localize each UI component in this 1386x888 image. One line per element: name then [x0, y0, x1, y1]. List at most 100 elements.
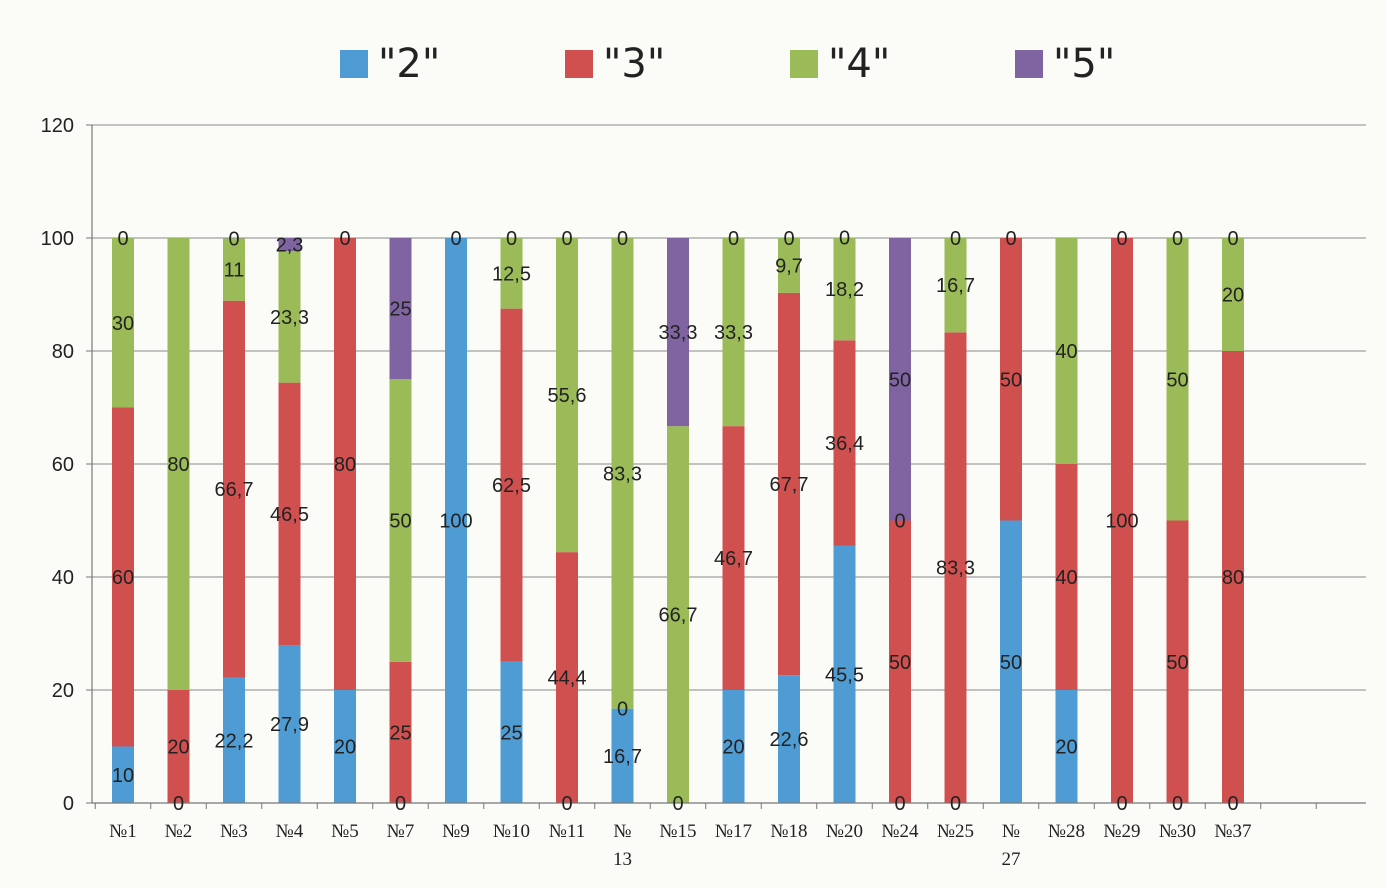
data-label: 16,7	[603, 746, 642, 768]
bar-segment-series2-№37	[1222, 351, 1244, 803]
bar-segment-series3-№37	[1222, 238, 1244, 351]
bar-segment-series2-№17	[722, 426, 745, 690]
bar-segment-series1-№5	[334, 690, 356, 803]
bar-segment-series2-№18	[778, 292, 800, 676]
legend-swatch	[565, 50, 593, 78]
bars	[112, 237, 1244, 803]
data-label: 50	[1166, 652, 1188, 674]
data-label: 0	[1227, 793, 1238, 815]
data-label: 0	[1227, 228, 1238, 250]
data-label: 62,5	[492, 475, 531, 497]
bar-segment-series2-№1	[112, 407, 134, 747]
x-tick-label: №30	[1159, 821, 1196, 842]
data-label: 0	[728, 228, 739, 250]
data-label: 20	[1222, 285, 1244, 307]
x-tick-label: №	[1002, 821, 1020, 842]
data-label: 0	[228, 229, 239, 251]
data-label: 20	[167, 737, 189, 759]
data-label: 33,3	[714, 322, 753, 344]
data-label: 0	[839, 227, 850, 249]
bar-segment-series2-№28	[1055, 464, 1078, 690]
bar-segment-series1-№20	[833, 545, 856, 803]
x-tick-label: №2	[165, 821, 193, 842]
data-label: 0	[395, 793, 406, 815]
data-label: 0	[672, 793, 683, 815]
data-label: 83,3	[603, 463, 642, 485]
x-tick-label: №10	[493, 821, 530, 842]
data-label: 67,7	[770, 474, 809, 496]
bar-segment-series2-№7	[389, 661, 412, 803]
bar-segment-series2-№24	[889, 520, 911, 803]
data-label: 25	[500, 722, 522, 744]
data-label: 0	[783, 228, 794, 250]
y-tick-label: 20	[52, 680, 74, 702]
bar-segment-series2-№20	[833, 340, 856, 546]
data-label: 27,9	[270, 714, 309, 736]
data-label: 0	[617, 228, 628, 250]
bar-segment-series1-№9	[445, 238, 467, 803]
data-label: 80	[167, 454, 189, 476]
bar-segment-series3-№2	[167, 238, 190, 690]
x-tick-label: №15	[659, 821, 696, 842]
legend-label: "2"	[378, 41, 441, 87]
y-tick-label: 60	[52, 454, 74, 476]
data-label: 0	[450, 228, 461, 250]
data-label: 40	[1055, 567, 1077, 589]
data-label: 100	[439, 511, 472, 533]
data-label: 0	[1172, 793, 1183, 815]
bar-segment-series1-№18	[778, 675, 800, 803]
chart-legend: "2" "3" "4" "5"	[0, 40, 1386, 90]
legend-item: "3"	[565, 40, 665, 88]
data-label: 80	[1222, 567, 1244, 589]
bar-segment-series3-№15	[667, 426, 689, 803]
data-label: 50	[889, 652, 911, 674]
bar-segment-series2-№25	[944, 332, 967, 803]
legend-swatch	[340, 50, 368, 78]
legend-swatch	[790, 50, 818, 78]
bar-segment-series4-№7	[389, 238, 412, 380]
data-label: 30	[112, 313, 134, 335]
data-label: 11	[224, 260, 245, 282]
data-label: 0	[506, 228, 517, 250]
legend-swatch	[1015, 50, 1043, 78]
data-label: 25	[389, 299, 411, 321]
data-label: 50	[389, 511, 411, 533]
data-label: 0	[1005, 228, 1016, 250]
x-tick-label: №25	[937, 821, 974, 842]
data-label: 80	[334, 454, 356, 476]
data-label: 55,6	[548, 385, 587, 407]
legend-label: "5"	[1053, 41, 1116, 87]
data-label: 0	[894, 511, 905, 533]
data-label: 10	[112, 765, 134, 787]
data-label: 0	[617, 699, 628, 721]
data-label: 0	[1172, 228, 1183, 250]
bar-segment-series3-№1	[112, 238, 134, 408]
data-label: 50	[1000, 369, 1022, 391]
bar-segment-series2-№4	[278, 382, 301, 646]
data-label: 44,4	[548, 668, 587, 690]
x-tick-label: №	[613, 821, 631, 842]
bar-segment-series1-№17	[722, 690, 745, 803]
y-tick-label: 100	[41, 228, 74, 250]
bar-segment-series3-№20	[833, 237, 856, 341]
x-tick-label: 13	[613, 849, 632, 870]
bar-segment-series4-№4	[278, 238, 301, 251]
data-label: 22,6	[770, 729, 809, 751]
bar-segment-series2-№27	[1000, 238, 1022, 521]
data-label: 9,7	[775, 255, 803, 277]
data-label: 0	[1116, 793, 1127, 815]
data-label: 66,7	[659, 605, 698, 627]
x-tick-label: №5	[331, 821, 359, 842]
data-label: 46,7	[714, 548, 753, 570]
data-label: 16,7	[936, 275, 975, 297]
data-label: 0	[561, 793, 572, 815]
bar-segment-series2-№2	[167, 690, 190, 803]
data-label: 0	[117, 228, 128, 250]
data-label: 25	[389, 722, 411, 744]
data-label: 20	[722, 737, 744, 759]
x-tick-label: №1	[109, 821, 137, 842]
x-tick-label: №28	[1048, 821, 1085, 842]
legend-item: "5"	[1015, 40, 1115, 88]
legend-item: "4"	[790, 40, 890, 88]
